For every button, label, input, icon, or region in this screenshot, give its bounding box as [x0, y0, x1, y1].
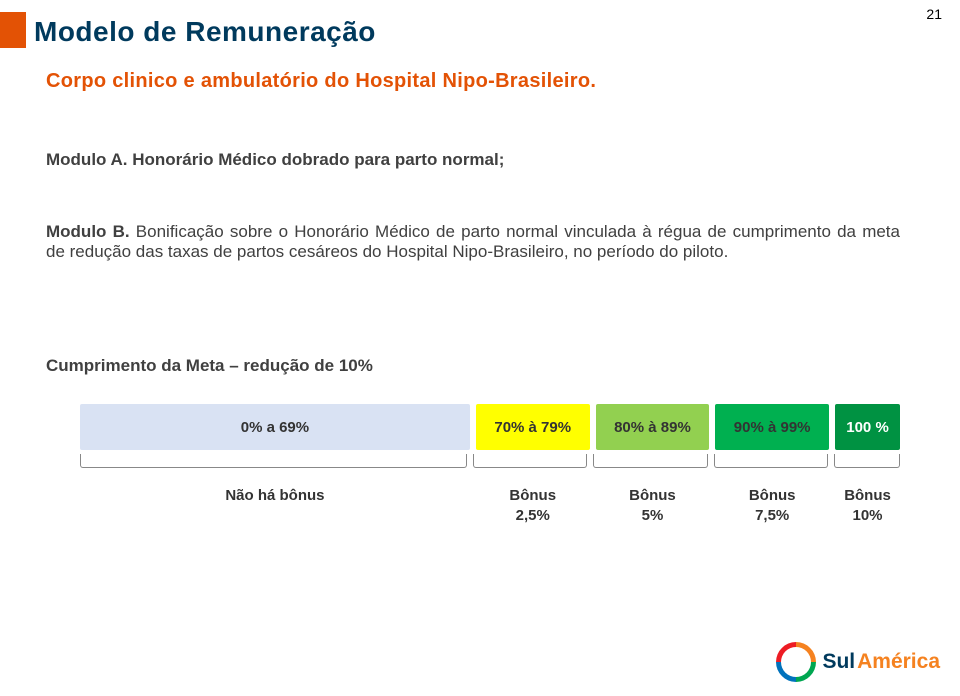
- accent-bar: [0, 12, 26, 48]
- bonus-line1: Bônus: [715, 486, 829, 506]
- bonus-row: Não há bônusBônus2,5%Bônus5%Bônus7,5%Bôn…: [80, 486, 900, 525]
- bonus-cell: Bônus5%: [596, 486, 710, 525]
- ruler-segment: 90% à 99%: [715, 404, 829, 450]
- bonus-line2: 10%: [835, 506, 900, 526]
- bracket: [834, 454, 900, 468]
- page-subtitle: Corpo clinico e ambulatório do Hospital …: [46, 70, 596, 93]
- bonus-line2: 2,5%: [476, 506, 590, 526]
- bonus-line1: Não há bônus: [80, 486, 470, 506]
- logo-text-america: América: [857, 650, 940, 674]
- ruler-segment: 80% à 89%: [596, 404, 710, 450]
- bonus-cell: Não há bônus: [80, 486, 470, 525]
- bonus-line1: Bônus: [835, 486, 900, 506]
- ruler-segment: 70% à 79%: [476, 404, 590, 450]
- bonus-cell: Bônus10%: [835, 486, 900, 525]
- bonus-cell: Bônus2,5%: [476, 486, 590, 525]
- page-title: Modelo de Remuneração: [34, 16, 376, 48]
- ruler-segment: 100 %: [835, 404, 900, 450]
- modulo-a-prefix: Modulo A.: [46, 150, 132, 169]
- logo-text-sul: Sul: [822, 650, 855, 674]
- modulo-a-body: Honorário Médico dobrado para parto norm…: [132, 150, 504, 169]
- bonus-line2: 5%: [596, 506, 710, 526]
- bracket: [593, 454, 707, 468]
- ruler-segment: 0% a 69%: [80, 404, 470, 450]
- bracket: [80, 454, 467, 468]
- bonus-cell: Bônus7,5%: [715, 486, 829, 525]
- bracket: [714, 454, 828, 468]
- logo: SulAmérica: [776, 642, 940, 682]
- bonus-line1: Bônus: [596, 486, 710, 506]
- modulo-b-body: Bonificação sobre o Honorário Médico de …: [46, 222, 900, 261]
- page-number: 21: [926, 6, 942, 22]
- bracket: [473, 454, 587, 468]
- ruler: 0% a 69%70% à 79%80% à 89%90% à 99%100 %: [80, 404, 900, 450]
- bonus-line2: 7,5%: [715, 506, 829, 526]
- logo-ring-icon: [768, 634, 825, 691]
- bonus-line1: Bônus: [476, 486, 590, 506]
- ruler-brackets: [80, 454, 900, 472]
- modulo-b-text: Modulo B. Bonificação sobre o Honorário …: [46, 222, 900, 262]
- meta-label: Cumprimento da Meta – redução de 10%: [46, 356, 373, 376]
- modulo-b-prefix: Modulo B.: [46, 222, 136, 241]
- modulo-a-text: Modulo A. Honorário Médico dobrado para …: [46, 150, 504, 170]
